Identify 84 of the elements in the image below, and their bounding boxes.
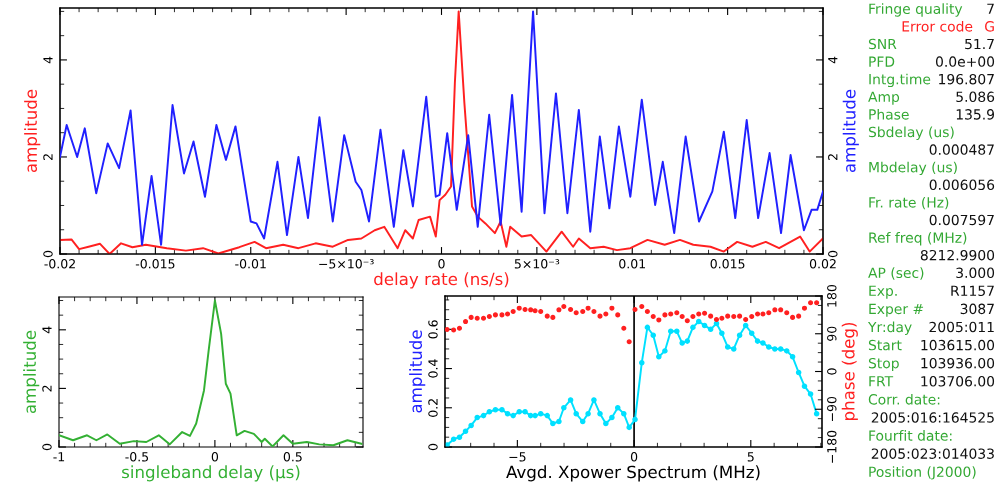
x-tick-label: 5×10⁻³: [514, 259, 560, 269]
x-axis-title: delay rate (ns/s): [374, 272, 509, 289]
x-tick-label: 0.015: [710, 259, 745, 269]
y2-tick-label: 90: [827, 326, 837, 341]
text: 196.807: [939, 73, 994, 85]
text: Ref freq (MHz): [869, 232, 967, 246]
text: Fr. rate (Hz): [869, 196, 949, 210]
y-axis-title: amplitude: [409, 330, 426, 413]
text: 0.000487: [929, 144, 994, 155]
text: 51.7: [965, 38, 994, 50]
x-tick-label: 0: [630, 452, 638, 462]
text: SNR: [868, 38, 897, 50]
text: Intg.time: [869, 73, 931, 88]
y2-tick-label: −180: [827, 430, 837, 463]
y-axis-title: amplitude: [24, 89, 41, 173]
text: 135.9: [956, 109, 995, 120]
y-tick-label: 0: [43, 250, 53, 258]
text: Sbdelay (us): [868, 126, 954, 140]
y-tick-label: 4: [42, 326, 52, 334]
y2-tick-label: 180: [827, 284, 837, 307]
x-tick-label: -0.01: [235, 259, 266, 269]
x-tick-label: -0.5: [125, 452, 149, 462]
y2-tick-label: −90: [827, 396, 837, 422]
x-tick-label: −5×10⁻³: [319, 259, 374, 269]
y2-tick-label: 2: [828, 154, 838, 161]
y-axis-title: amplitude: [23, 330, 40, 414]
text: 7: [987, 3, 994, 14]
text: Exp.: [869, 285, 897, 299]
x-tick-label: 0: [211, 452, 219, 462]
text: Yr:day: [867, 321, 912, 335]
x-tick-label: −5: [509, 452, 526, 462]
text: AP (sec): [868, 267, 924, 280]
y-tick-label: 0: [428, 443, 438, 451]
text: Phase: [869, 108, 909, 120]
y-tick-label: 4: [43, 56, 53, 64]
text: Position (J2000): [869, 466, 976, 480]
text: Mbdelay (us): [869, 161, 957, 176]
y2-tick-label: 0: [827, 368, 837, 375]
text: Error code: [902, 20, 973, 32]
text: 3.000: [956, 267, 995, 279]
text: 103615.00: [921, 339, 995, 351]
y2-axis-title: phase (deg): [841, 322, 858, 420]
y2-tick-label: 0: [828, 250, 838, 258]
y-tick-label: 0.4: [428, 359, 438, 378]
text: Corr. date:: [868, 393, 940, 405]
y-tick-label: 2: [43, 154, 53, 161]
x-tick-label: -0.015: [135, 259, 175, 269]
text: G: [985, 21, 994, 32]
y-tick-label: 2: [42, 385, 52, 392]
x-tick-label: 0.02: [809, 259, 836, 269]
text: Stop: [868, 357, 899, 372]
x-tick-label: 0: [438, 259, 445, 269]
x-tick-label: 0.5: [283, 452, 302, 462]
text: 2005:011: [929, 321, 994, 333]
x-tick-label: -1: [53, 452, 65, 462]
x-axis-title: singleband delay (μs): [122, 465, 300, 482]
text: 8212.9900: [920, 249, 995, 261]
y2-tick-label: 4: [828, 56, 838, 64]
text: Fringe quality: [869, 3, 963, 17]
y2-axis-title: amplitude: [842, 89, 859, 173]
text: 0.0e+00: [935, 56, 995, 67]
text: FRT: [869, 376, 894, 387]
text: 3087: [960, 303, 994, 315]
y-tick-label: 0.2: [428, 399, 438, 417]
x-tick-label: -0.02: [44, 259, 75, 269]
text: Exper #: [869, 303, 924, 317]
y-tick-label: 0.6: [428, 320, 438, 339]
x-axis-title: Avgd. Xpower Spectrum (MHz): [506, 465, 760, 482]
text: 103936.00: [921, 357, 995, 369]
y-tick-label: 0: [42, 443, 52, 451]
text: 0.006056: [929, 179, 995, 191]
text: Start: [868, 339, 902, 351]
text: R1157: [951, 285, 994, 297]
line-series: [59, 299, 363, 447]
text: 2005:023:014033: [871, 448, 994, 459]
text: 0.007597: [929, 214, 994, 226]
text: 2005:016:164525: [871, 412, 994, 423]
x-tick-label: 5: [747, 452, 754, 462]
text: Fourfit date:: [869, 430, 952, 441]
text: PFD: [869, 56, 895, 67]
text: Amp: [868, 91, 900, 105]
text: 103706.00: [921, 376, 995, 387]
text: 5.086: [956, 91, 995, 103]
x-tick-label: 0.01: [619, 259, 646, 269]
